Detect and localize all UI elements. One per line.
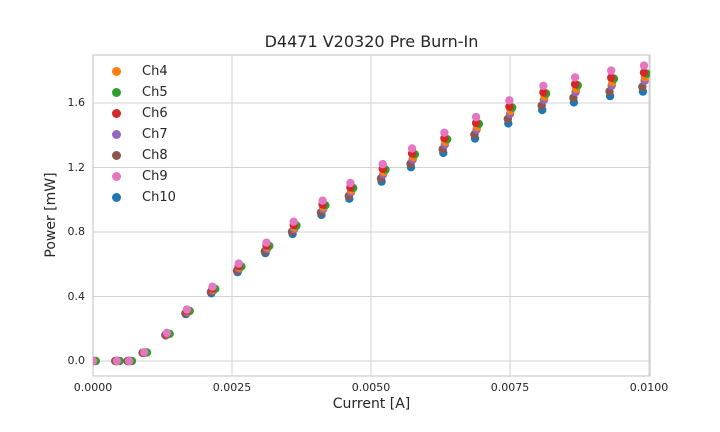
legend-item-label: Ch7 — [142, 127, 168, 142]
data-points-layer — [93, 61, 650, 366]
legend-marker-icon — [112, 109, 121, 118]
data-point-ch9 — [208, 282, 217, 291]
x-axis-label: Current [A] — [332, 396, 411, 412]
legend-marker-icon — [112, 88, 121, 97]
plot-border — [92, 54, 651, 377]
legend-item-ch7: Ch7 — [109, 124, 176, 145]
data-point-ch9 — [505, 96, 514, 105]
data-point-ch9 — [407, 144, 417, 153]
legend-item-ch4: Ch4 — [109, 61, 176, 82]
y-tick-label: 1.6 — [67, 96, 86, 110]
data-point-ch6 — [639, 68, 649, 77]
data-point-ch9 — [182, 305, 192, 314]
x-tick-label: 0.0000 — [73, 381, 113, 394]
chart-title: D4471 V20320 Pre Burn-In — [264, 32, 479, 51]
legend-marker-icon — [112, 151, 121, 160]
x-tick-label: 0.0025 — [212, 381, 252, 394]
x-tick-label: 0.0050 — [351, 381, 391, 394]
data-point-ch9 — [289, 217, 298, 226]
data-point-ch6 — [539, 88, 548, 97]
data-point-ch9 — [440, 128, 449, 137]
data-point-ch6 — [471, 118, 481, 128]
data-point-ch9 — [570, 73, 580, 82]
legend-item-ch10: Ch10 — [109, 187, 176, 208]
legend-item-ch8: Ch8 — [109, 145, 176, 166]
legend-marker-icon — [112, 193, 121, 202]
y-tick-label: 1.2 — [67, 160, 86, 174]
data-point-ch9 — [378, 159, 387, 169]
legend-marker-icon — [112, 67, 121, 76]
data-point-ch9 — [471, 112, 481, 122]
data-point-ch9 — [318, 196, 327, 205]
legend-marker-icon — [112, 172, 121, 181]
data-point-ch9 — [162, 328, 172, 338]
data-point-ch9 — [346, 178, 355, 188]
legend-item-label: Ch10 — [142, 190, 176, 205]
legend-item-label: Ch6 — [142, 106, 168, 121]
y-tick-label: 0.4 — [67, 289, 86, 303]
legend-item-ch5: Ch5 — [109, 82, 176, 103]
legend-item-ch6: Ch6 — [109, 103, 176, 124]
y-tick-label: 0.0 — [67, 354, 86, 367]
legend-item-label: Ch9 — [142, 169, 168, 184]
data-point-ch9 — [93, 356, 98, 366]
data-point-ch9 — [607, 66, 616, 75]
data-point-ch9 — [262, 238, 271, 247]
data-point-ch6 — [570, 80, 580, 89]
x-tick-label: 0.0075 — [490, 381, 530, 394]
data-point-ch9 — [234, 259, 243, 268]
data-point-ch9 — [112, 356, 122, 366]
data-point-ch9 — [539, 81, 548, 91]
legend-marker-icon — [112, 130, 121, 139]
y-tick-label: 0.8 — [67, 225, 86, 239]
legend-item-ch9: Ch9 — [109, 166, 176, 187]
x-tick-label: 0.0100 — [629, 381, 669, 394]
data-point-ch9 — [124, 356, 134, 366]
data-point-ch6 — [505, 102, 514, 111]
data-point-ch9 — [140, 348, 149, 357]
legend-item-label: Ch8 — [142, 148, 168, 163]
legend-item-label: Ch5 — [142, 85, 168, 100]
legend: Ch4 Ch5 Ch6 Ch7 Ch8 Ch9 Ch10 — [109, 61, 176, 208]
data-point-ch6 — [607, 73, 616, 82]
legend-item-label: Ch4 — [142, 64, 168, 79]
data-point-ch9 — [639, 61, 649, 70]
